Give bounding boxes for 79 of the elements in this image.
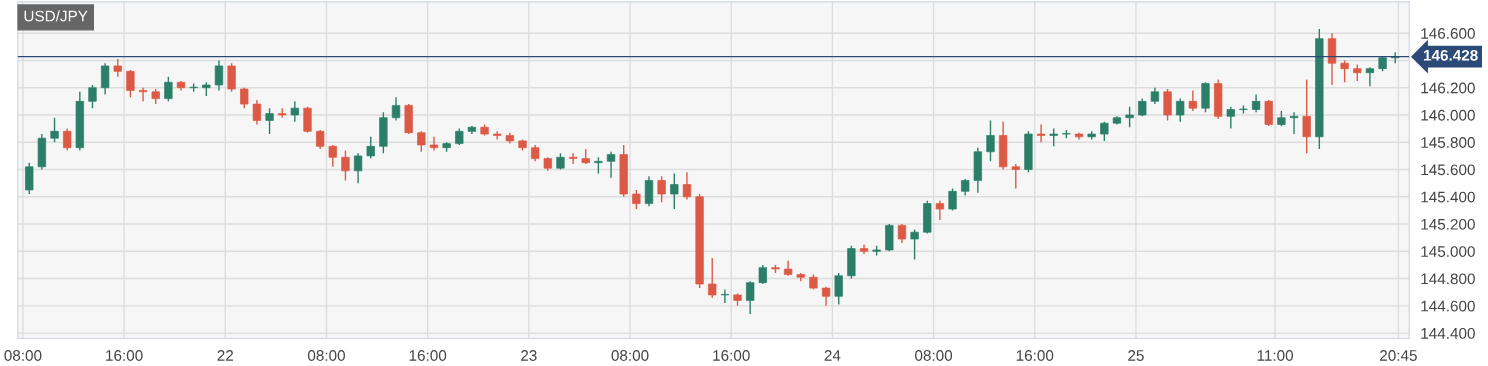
candlestick <box>910 228 919 261</box>
y-tick-label: 144.400 <box>1421 327 1475 339</box>
candlestick <box>265 107 274 135</box>
x-tick-label: 24 <box>824 350 841 361</box>
x-tick-label: 16:00 <box>1016 350 1054 361</box>
candlestick <box>670 172 679 210</box>
candlestick <box>341 149 350 182</box>
candlestick <box>353 152 363 184</box>
ref-line-label: 146.428 <box>1423 49 1478 61</box>
candlestick <box>897 223 907 244</box>
candlestick <box>1125 106 1134 128</box>
y-tick-label: 146.000 <box>1421 109 1475 121</box>
candlestick <box>303 106 312 134</box>
candlestick <box>986 119 995 163</box>
candlestick <box>1302 78 1311 154</box>
y-tick-label: 146.200 <box>1421 82 1475 94</box>
candlestick <box>138 87 148 103</box>
y-tick-label: 144.600 <box>1421 300 1475 312</box>
candlestick <box>328 144 337 168</box>
candlestick <box>429 136 439 152</box>
candlestick <box>126 69 135 98</box>
x-tick-label: 16:00 <box>106 350 143 361</box>
candlestick <box>63 127 72 152</box>
y-tick-label: 145.000 <box>1421 246 1475 257</box>
y-tick-label: 146.600 <box>1421 28 1475 39</box>
x-tick-label: 20:45 <box>1380 350 1417 361</box>
candlestick <box>164 76 173 103</box>
candlestick <box>644 175 654 208</box>
y-tick-label: 145.200 <box>1421 218 1475 230</box>
candlestick <box>88 84 97 109</box>
candlestick <box>1176 97 1185 123</box>
x-tick-label: 08:00 <box>915 350 953 361</box>
candlestick <box>252 99 262 126</box>
candlestick <box>366 136 375 160</box>
candlestick <box>859 243 869 255</box>
candlestick <box>290 100 299 123</box>
candlestick <box>1226 106 1235 130</box>
candlestick <box>720 288 730 304</box>
candlestick <box>758 264 767 285</box>
candlestick <box>316 129 325 150</box>
chart-title: USD/JPY <box>24 10 88 22</box>
x-tick-label: 16:00 <box>409 350 447 361</box>
x-tick-label: 11:00 <box>1257 350 1294 361</box>
candlestick <box>1340 59 1349 83</box>
candlestick <box>682 171 692 201</box>
candlestick <box>568 152 578 165</box>
candlestick <box>227 62 236 93</box>
x-tick-label: 16:00 <box>713 350 750 361</box>
candlestick <box>417 130 426 153</box>
candlestick <box>1264 99 1273 127</box>
x-tick-label: 08:00 <box>307 350 345 361</box>
candlestick <box>100 62 110 96</box>
candlestick <box>632 189 641 210</box>
candlestick <box>708 257 717 299</box>
candlestick <box>1365 66 1375 88</box>
candlestick <box>606 151 616 179</box>
candlestick <box>1188 89 1197 112</box>
candlestick <box>935 200 945 221</box>
x-tick-label: 25 <box>1128 350 1144 361</box>
candlestick <box>1011 163 1020 190</box>
y-tick-label: 145.800 <box>1421 137 1475 148</box>
candlestick <box>657 175 666 203</box>
candlestick <box>50 117 59 143</box>
x-tick-label: 23 <box>521 350 537 361</box>
candlestick <box>25 161 34 195</box>
x-tick-label: 08:00 <box>4 350 42 361</box>
candlestick <box>391 96 401 122</box>
candlestick <box>834 272 843 306</box>
candlestick <box>746 280 755 315</box>
candlestick <box>1100 121 1109 142</box>
candlestick <box>1036 123 1046 143</box>
candlestick <box>1289 111 1299 135</box>
y-tick-label: 145.600 <box>1421 164 1475 176</box>
candlestick <box>1163 88 1172 122</box>
y-tick-label: 145.400 <box>1421 191 1475 203</box>
x-tick-label: 08:00 <box>611 350 649 361</box>
x-tick-label: 22 <box>217 350 234 361</box>
y-tick-label: 144.800 <box>1421 273 1475 285</box>
candlestick <box>214 59 224 92</box>
